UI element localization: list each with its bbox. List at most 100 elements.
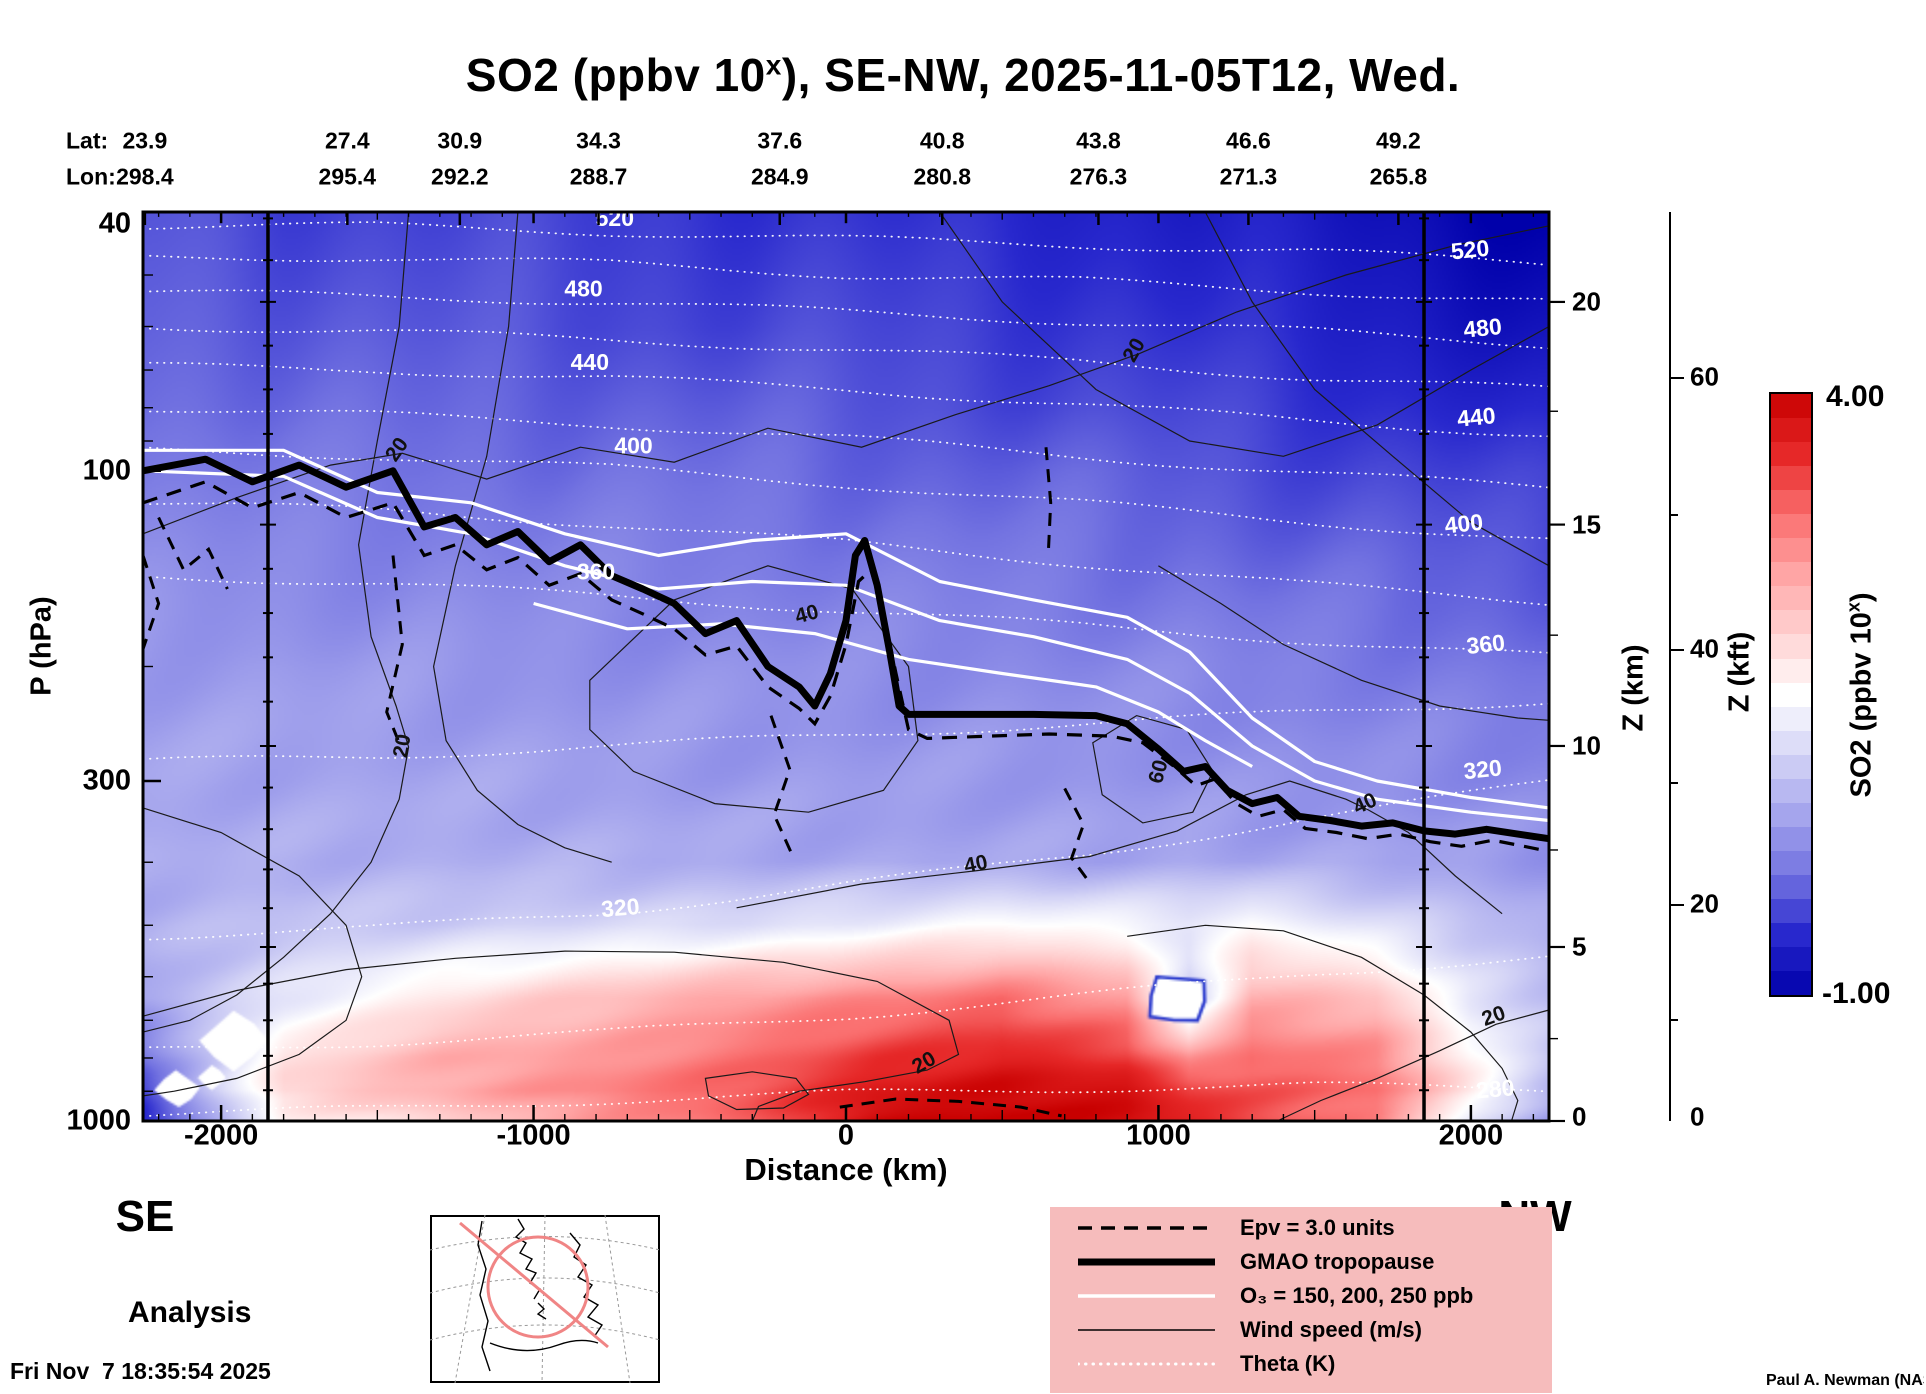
colorbar-band	[1771, 923, 1811, 948]
colorbar-band	[1771, 562, 1811, 587]
analysis-label: Analysis	[128, 1296, 252, 1329]
inset-map	[430, 1215, 660, 1383]
colorbar-band	[1771, 802, 1811, 827]
theta-contour	[142, 221, 1550, 266]
x-tick-label: -1000	[496, 1119, 571, 1152]
epv-contour	[142, 480, 1550, 853]
colorbar-band	[1771, 730, 1811, 755]
se-corner-label: SE	[115, 1192, 175, 1241]
epv-contour-segment	[1063, 787, 1091, 884]
z-kft-tick-label: 40	[1690, 633, 1719, 664]
colorbar-band	[1771, 658, 1811, 683]
lat-value: 23.9	[122, 127, 168, 154]
epv-contour-segment	[157, 516, 229, 590]
lat-value: 43.8	[1076, 127, 1121, 154]
legend-label-theta: Theta (K)	[1240, 1351, 1336, 1376]
theta-contour-label: 360	[1465, 629, 1506, 659]
colorbar-band	[1771, 778, 1811, 803]
lon-value: 280.8	[913, 163, 971, 190]
theta-contour	[142, 289, 1550, 350]
z-kft-axis-tick	[1669, 781, 1678, 784]
pressure-tick-label: 40	[98, 207, 131, 240]
legend-item-theta: Theta (K)	[1050, 1351, 1552, 1377]
lon-value: 284.9	[750, 163, 809, 190]
theta-contour-label: 360	[577, 559, 615, 585]
lat-value: 37.6	[757, 127, 803, 154]
theta-contour-label: 320	[600, 893, 640, 922]
epv-contour-segment	[385, 555, 404, 744]
theta-contour-label: 280	[1475, 1074, 1515, 1103]
wind-speed-contour	[432, 211, 612, 863]
wind-line-sample	[1078, 1329, 1215, 1331]
lon-value: 288.7	[569, 163, 628, 190]
z-kft-axis-tick	[1669, 648, 1684, 651]
generation-timestamp: Fri Nov 7 18:35:54 2025	[10, 1358, 271, 1384]
z-kft-axis-tick	[1669, 513, 1678, 516]
so2-field-canvas	[143, 212, 1549, 1121]
lat-value: 27.4	[324, 127, 370, 154]
z-km-tick-label: 15	[1572, 509, 1601, 540]
theta-contour	[142, 702, 1550, 760]
z-kft-tick-label: 0	[1690, 1101, 1705, 1132]
epv-contour-segment	[141, 555, 161, 650]
lon-value: 271.3	[1219, 163, 1278, 190]
inset-map-frame	[430, 1215, 660, 1383]
figure-title: SO2 (ppbv 10x), SE-NW, 2025-11-05T12, We…	[0, 48, 1926, 102]
colorbar-band	[1771, 706, 1811, 731]
lat-value: 34.3	[576, 127, 621, 154]
lat-value: 49.2	[1376, 127, 1421, 154]
ozone-contour	[142, 469, 1550, 823]
legend-label-epv: Epv = 3.0 units	[1240, 1215, 1395, 1240]
x-axis-label: Distance (km)	[744, 1152, 948, 1187]
wind-speed-contour	[736, 780, 1503, 915]
legend-item-o3: O₃ = 150, 200, 250 ppb	[1050, 1283, 1552, 1309]
lon-value: 292.2	[431, 163, 489, 190]
z-kft-axis-tick	[1669, 904, 1684, 907]
legend-label-wind: Wind speed (m/s)	[1240, 1317, 1422, 1342]
wind-speed-contour	[589, 565, 919, 813]
theta-contour-label: 480	[1462, 313, 1503, 343]
contour-overlay: 2020406040202020405205204804804404404004…	[141, 205, 1565, 1123]
y-axis-label: P (hPa)	[25, 596, 58, 696]
theta-line-sample	[1078, 1362, 1217, 1366]
tropopause-line-sample	[1078, 1258, 1215, 1266]
z-kft-axis-line	[1669, 212, 1671, 1121]
lon-axis-label: Lon:	[66, 163, 116, 190]
lat-axis-label: Lat:	[66, 127, 109, 154]
colorbar-band	[1771, 874, 1811, 899]
wind-speed-contour	[1204, 211, 1550, 567]
theta-contour	[142, 955, 1550, 1049]
pressure-tick-label: 1000	[66, 1104, 131, 1137]
z-km-axis-label: Z (km)	[1617, 644, 1650, 732]
colorbar-band	[1771, 394, 1811, 419]
x-tick-label: 0	[837, 1119, 855, 1152]
ozone-contour	[533, 601, 1253, 768]
wind-speed-contour	[1127, 924, 1519, 1122]
wind-contour-label: 20	[908, 1047, 940, 1079]
wind-speed-contour	[142, 225, 1550, 535]
colorbar-min-label: -1.00	[1822, 977, 1891, 1010]
z-kft-axis-label: Z (kft)	[1723, 631, 1756, 713]
colorbar-band	[1771, 682, 1811, 707]
z-km-tick-label: 10	[1572, 730, 1601, 761]
colorbar-title-text: SO2 (ppbv 10	[1845, 612, 1878, 798]
colorbar-band	[1771, 466, 1811, 491]
z-kft-tick-label: 20	[1690, 888, 1719, 919]
colorbar-band	[1771, 490, 1811, 515]
theta-contour-label: 320	[1462, 754, 1503, 784]
theta-contour-label: 400	[614, 432, 652, 458]
wind-contour-label: 40	[793, 600, 822, 628]
z-km-tick-label: 5	[1572, 931, 1587, 962]
map-transect-circle	[486, 1235, 590, 1339]
wind-speed-contour	[704, 1071, 810, 1111]
map-transect-line	[459, 1221, 609, 1349]
legend-item-epv: Epv = 3.0 units	[1050, 1215, 1552, 1241]
colorbar	[1769, 392, 1813, 997]
theta-contour	[142, 327, 1550, 388]
lon-value: 276.3	[1069, 163, 1128, 190]
wind-contour-label: 20	[1118, 334, 1150, 366]
colorbar-band	[1771, 947, 1811, 972]
wind-contour-label: 40	[962, 851, 990, 878]
wind-speed-contour	[142, 211, 410, 1033]
